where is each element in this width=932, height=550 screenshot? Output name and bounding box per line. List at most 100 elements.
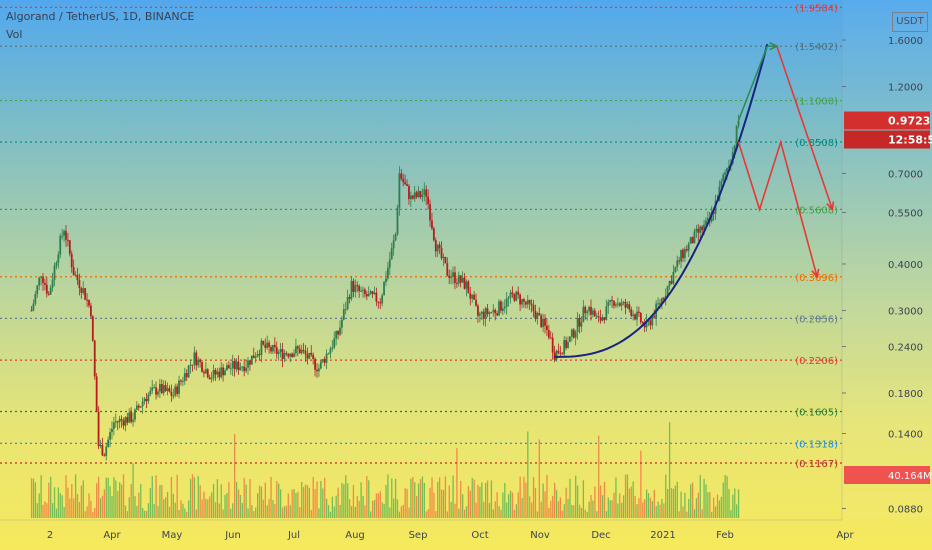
candle-body	[298, 348, 301, 354]
volume-bar	[473, 479, 475, 518]
candle-body	[515, 291, 518, 301]
volume-bar	[697, 492, 699, 518]
candle-body	[670, 280, 673, 284]
volume-bar	[559, 497, 562, 518]
candle-body	[162, 385, 165, 394]
volume-bar	[555, 490, 558, 518]
candle-body	[214, 370, 217, 375]
volume-bar	[159, 485, 161, 518]
volume-bar	[565, 487, 567, 518]
candle-body	[678, 260, 681, 262]
candle-body	[323, 359, 326, 363]
candle-body	[227, 365, 230, 369]
volume-bar	[74, 474, 77, 518]
candle-body	[237, 361, 240, 371]
price-axis[interactable]: 1.6000 1.2000 0.7000 0.5500 0.4000 0.3000 0.24…	[841, 0, 932, 520]
volume-bar	[525, 482, 527, 518]
candle-body	[599, 317, 602, 321]
candle-body	[68, 240, 71, 254]
candle-body	[528, 299, 531, 304]
currency-unit-button[interactable]: USDT	[892, 12, 928, 32]
volume-bar	[145, 510, 148, 518]
candle-body	[191, 364, 194, 366]
volume-bar	[475, 502, 477, 518]
candle-body	[300, 349, 303, 354]
time-axis[interactable]: 2 Apr May Jun Jul Aug Sep Oct Nov Dec 2021 Feb Apr	[0, 519, 855, 541]
candle-body	[233, 361, 236, 370]
candle-body	[34, 294, 37, 304]
candle-body	[63, 231, 65, 236]
volume-bar	[467, 486, 470, 518]
time-tick-label: Aug	[345, 530, 365, 541]
volume-bar	[82, 480, 84, 518]
candle-body	[523, 299, 525, 302]
volume-bar	[519, 476, 521, 518]
volume-bar	[573, 505, 575, 518]
volume-bar	[214, 502, 217, 518]
volume-legend[interactable]: Vol	[6, 28, 23, 41]
volume-bar	[440, 489, 443, 518]
volume-bar	[506, 502, 508, 518]
volume-bar	[632, 481, 634, 518]
candle-body	[584, 306, 587, 314]
volume-bar	[193, 477, 196, 518]
candle-body	[185, 373, 188, 378]
candle-body	[695, 228, 698, 232]
candle-body	[239, 367, 242, 371]
candle-body	[480, 311, 483, 314]
last-price-text: 0.9723	[888, 115, 930, 128]
candle-body	[595, 316, 598, 318]
volume-bar	[211, 492, 213, 518]
volume-bar	[122, 474, 125, 518]
candle-body	[275, 347, 278, 355]
candle-body	[567, 341, 569, 348]
volume-bar	[186, 511, 188, 518]
volume-bar	[419, 479, 422, 518]
candle-body	[74, 274, 77, 276]
symbol-title[interactable]: Algorand / TetherUS, 1D, BINANCE	[6, 10, 195, 23]
volume-bar	[73, 498, 75, 518]
fib-label: (0.3696)	[795, 273, 838, 284]
volume-bar	[701, 509, 703, 518]
time-tick-label: May	[162, 530, 183, 541]
candle-body	[114, 421, 117, 423]
candle-body	[701, 226, 704, 231]
fib-label: (0.1318)	[795, 439, 838, 450]
candle-body	[726, 168, 728, 173]
volume-bar	[226, 493, 228, 518]
volume-bar	[234, 434, 236, 518]
volume-bar	[640, 450, 642, 518]
volume-bar	[385, 484, 387, 518]
volume-bar	[665, 474, 667, 518]
volume-bar	[427, 509, 429, 518]
candle-body	[137, 405, 140, 408]
volume-bar	[383, 503, 385, 518]
candle-body	[659, 303, 661, 305]
volume-bar	[529, 496, 531, 518]
candle-body	[549, 337, 552, 339]
volume-bar	[481, 482, 483, 518]
volume-bar	[96, 483, 98, 518]
volume-bar	[299, 507, 301, 518]
candle-body	[546, 325, 548, 331]
candle-body	[135, 405, 138, 410]
candle-body	[289, 353, 292, 357]
volume-bar	[301, 482, 303, 518]
volume-bar	[716, 494, 719, 518]
candle-body	[442, 256, 445, 259]
candle-body	[130, 412, 133, 422]
volume-bar	[456, 448, 458, 518]
candle-body	[689, 237, 692, 244]
candle-body	[408, 185, 410, 200]
volume-bar	[561, 510, 563, 518]
last-price-badge	[844, 111, 930, 130]
volume-bar	[502, 492, 504, 518]
volume-bar	[243, 477, 245, 518]
candle-body	[97, 412, 100, 447]
volume-bar	[454, 503, 456, 518]
volume-bar	[170, 476, 173, 518]
volume-bar	[592, 500, 594, 518]
volume-bar	[289, 505, 291, 518]
volume-bar	[521, 497, 523, 518]
volume-bar	[99, 498, 102, 518]
